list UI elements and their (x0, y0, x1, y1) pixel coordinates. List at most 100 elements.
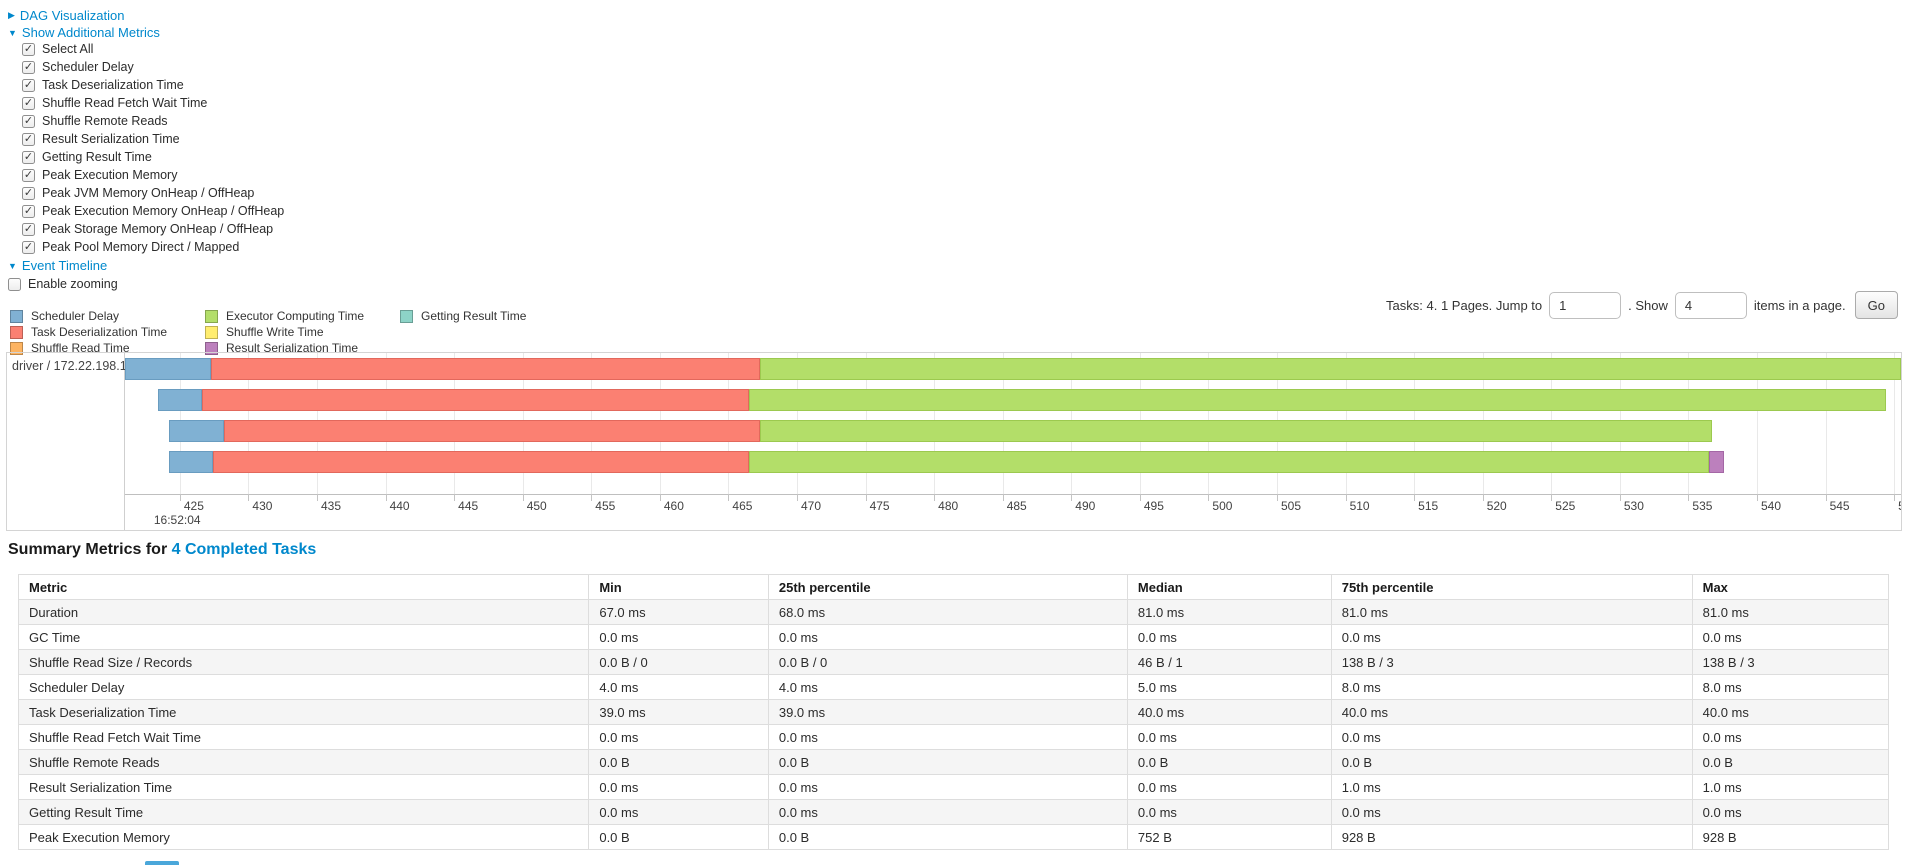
table-row: Peak Execution Memory 0.0 B 0.0 B 752 B 928 … (17, 824, 1890, 850)
axis-tick-label: 540 (1761, 499, 1782, 513)
task-bar-task-deserialization[interactable] (211, 358, 760, 380)
metric-checkbox[interactable]: ✓ (22, 78, 35, 92)
metric-checkbox[interactable]: ✓ (22, 132, 35, 146)
metric-checkbox[interactable]: ✓ (22, 42, 35, 56)
items-per-page-input[interactable] (1674, 291, 1747, 319)
metric-value-cell: 8.0 ms (1330, 674, 1693, 700)
metric-name-cell: Peak Execution Memory (17, 824, 590, 850)
axis-tick (1208, 494, 1210, 501)
axis-tick-label: 495 (1143, 499, 1164, 513)
legend-item: Task Deserialization Time (10, 324, 205, 340)
partially-visible-link[interactable] (145, 861, 185, 865)
metric-value-cell: 46 B / 1 (1126, 649, 1332, 675)
task-bar-result-serialization[interactable] (1709, 451, 1725, 473)
metric-name-cell: Shuffle Read Fetch Wait Time (17, 724, 590, 750)
axis-tick-label: 515 (1418, 499, 1439, 513)
metric-checkbox[interactable]: ✓ (22, 240, 35, 254)
task-bar-executor-computing[interactable] (759, 420, 1712, 442)
axis-tick (1551, 494, 1553, 501)
task-bar-executor-computing[interactable] (749, 451, 1709, 473)
metric-value-cell: 40.0 ms (1126, 699, 1332, 725)
task-bar-executor-computing[interactable] (749, 389, 1886, 411)
metric-name-cell: GC Time (17, 624, 590, 650)
metric-checkbox[interactable]: ✓ (22, 150, 35, 164)
metric-checkbox[interactable]: ✓ (22, 114, 35, 128)
metric-checkbox[interactable]: ✓ (22, 168, 35, 182)
metric-checkbox-label: Shuffle Remote Reads (42, 114, 168, 128)
dag-visualization-toggle[interactable]: ▶ DAG Visualization (8, 8, 284, 23)
legend-item: Scheduler Delay (10, 308, 205, 324)
metric-checkbox-label: Scheduler Delay (42, 60, 134, 74)
axis-tick-label: 430 (252, 499, 273, 513)
task-bar-executor-computing[interactable] (759, 358, 1901, 380)
task-bar-scheduler-delay[interactable] (168, 451, 213, 473)
metric-checkbox[interactable]: ✓ (22, 96, 35, 110)
metric-checkbox-label: Task Deserialization Time (42, 78, 184, 92)
event-timeline-toggle[interactable]: ▼ Event Timeline (8, 258, 284, 273)
metric-value-cell: 138 B / 3 (1691, 649, 1890, 675)
task-bar-scheduler-delay[interactable] (125, 358, 212, 380)
metric-checkbox-label: Getting Result Time (42, 150, 152, 164)
task-bar-task-deserialization[interactable] (201, 389, 749, 411)
table-row: Result Serialization Time 0.0 ms 0.0 ms 0.0… (17, 774, 1890, 800)
legend-label: Task Deserialization Time (31, 325, 168, 339)
metric-checkbox-label: Peak JVM Memory OnHeap / OffHeap (42, 186, 255, 200)
axis-tick (1414, 494, 1416, 501)
metric-checkbox[interactable]: ✓ (22, 60, 35, 74)
metric-checkbox-item: ✓ Peak Execution Memory (22, 166, 284, 184)
check-mark-icon: ✓ (23, 150, 34, 163)
legend-item: Executor Computing Time (205, 308, 400, 324)
metric-value-cell: 0.0 ms (588, 799, 769, 825)
task-bar-task-deserialization[interactable] (223, 420, 760, 442)
dag-visualization-label: DAG Visualization (19, 8, 125, 23)
legend-label: Executor Computing Time (226, 309, 365, 323)
legend-item: Shuffle Read Time (10, 340, 205, 356)
metric-value-cell: 68.0 ms (767, 599, 1128, 625)
axis-tick-label: 425 (183, 499, 204, 513)
metric-checkbox[interactable]: ✓ (22, 186, 35, 200)
axis-tick (728, 494, 730, 501)
metric-value-cell: 0.0 ms (1126, 799, 1332, 825)
axis-tick-label: 450 (526, 499, 547, 513)
legend-color-swatch (10, 325, 23, 339)
legend-item: Shuffle Write Time (205, 324, 400, 340)
metric-value-cell: 4.0 ms (588, 674, 769, 700)
task-bar-scheduler-delay[interactable] (157, 389, 202, 411)
axis-tick (1757, 494, 1758, 501)
metric-checkbox-item: ✓ Scheduler Delay (22, 58, 284, 76)
legend-color-swatch (205, 325, 218, 339)
show-additional-metrics-toggle[interactable]: ▼ Show Additional Metrics (8, 25, 284, 40)
axis-tick-label: 435 (321, 499, 342, 513)
task-bar-task-deserialization[interactable] (212, 451, 749, 473)
legend-label: Result Serialization Time (226, 341, 359, 355)
metric-checkbox[interactable]: ✓ (22, 222, 35, 236)
metric-value-cell: 39.0 ms (588, 699, 769, 725)
pagination-tasks-text: Tasks: 4. 1 Pages. Jump to (1386, 297, 1543, 313)
go-button[interactable]: Go (1854, 291, 1898, 319)
axis-tick (1894, 494, 1896, 501)
metric-name-cell: Result Serialization Time (17, 774, 590, 800)
legend-color-swatch (10, 341, 23, 355)
axis-tick (1071, 494, 1073, 501)
enable-zooming-checkbox[interactable] (8, 277, 21, 291)
metric-checkbox[interactable]: ✓ (22, 204, 35, 218)
metric-checkbox-label: Shuffle Read Fetch Wait Time (42, 96, 208, 110)
jump-to-page-input[interactable] (1549, 291, 1622, 319)
metric-value-cell: 0.0 ms (588, 774, 769, 800)
legend-color-swatch (205, 309, 218, 323)
task-bar-scheduler-delay[interactable] (168, 420, 224, 442)
table-row: GC Time 0.0 ms 0.0 ms 0.0 ms 0.0 ms 0.0 ms (17, 624, 1890, 650)
completed-tasks-link[interactable]: 4 Completed Tasks (171, 541, 317, 558)
pagination-show-text: . Show (1628, 297, 1668, 313)
metric-value-cell: 0.0 ms (1330, 624, 1693, 650)
event-timeline-label: Event Timeline (21, 258, 108, 273)
axis-tick-label: 440 (389, 499, 410, 513)
check-mark-icon: ✓ (23, 114, 34, 127)
table-header-row: Metric Min 25th percentile Median 75th perce… (17, 574, 1890, 600)
timeline-plot-area[interactable]: 16:52:04 425 430 435 440 445 450 455 460 465 470 4… (125, 353, 1901, 530)
executor-group-label: driver / 172.22.198.104 (12, 359, 141, 373)
axis-tick-label: 460 (663, 499, 684, 513)
table-row: Getting Result Time 0.0 ms 0.0 ms 0.0 ms 0.0… (17, 799, 1890, 825)
table-column-header: Min (588, 574, 769, 600)
check-mark-icon: ✓ (23, 132, 34, 145)
